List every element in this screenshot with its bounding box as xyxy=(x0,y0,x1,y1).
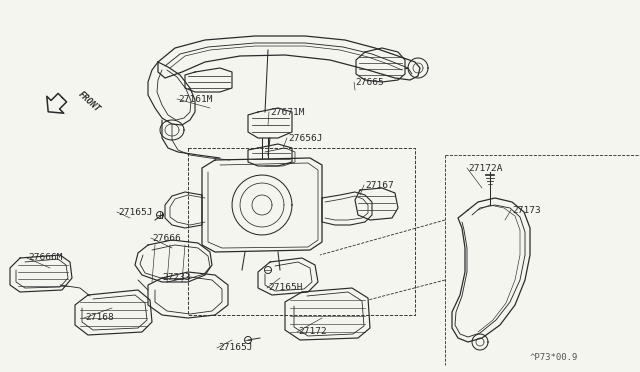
Text: 27656J: 27656J xyxy=(288,134,323,142)
Text: 27165J: 27165J xyxy=(118,208,152,217)
Text: 27161M: 27161M xyxy=(178,94,212,103)
Text: 27165H: 27165H xyxy=(268,283,303,292)
Text: 27666: 27666 xyxy=(152,234,180,243)
Text: 27665: 27665 xyxy=(355,77,384,87)
Text: 27165J: 27165J xyxy=(218,343,253,353)
Text: 27173: 27173 xyxy=(512,205,541,215)
Text: 27172: 27172 xyxy=(298,327,327,337)
Text: FRONT: FRONT xyxy=(76,90,102,114)
Text: 27168: 27168 xyxy=(85,314,114,323)
Text: 27233: 27233 xyxy=(162,273,191,282)
Text: 27671M: 27671M xyxy=(270,108,305,116)
Text: 27172A: 27172A xyxy=(468,164,502,173)
Text: ^P73*00.9: ^P73*00.9 xyxy=(530,353,579,362)
Text: 27666M: 27666M xyxy=(28,253,63,263)
Text: 27167: 27167 xyxy=(365,180,394,189)
